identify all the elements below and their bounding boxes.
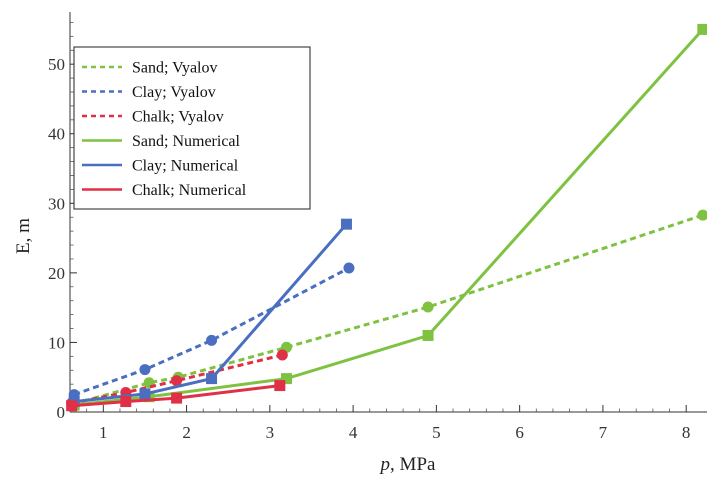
y-tick-label: 10 — [48, 333, 65, 352]
data-point-square — [697, 23, 707, 35]
y-axis-title: E, m — [13, 218, 34, 254]
data-point-square — [340, 218, 352, 230]
legend-label: Chalk; Numerical — [132, 182, 247, 199]
x-axis-ticks: 1 2 3 4 5 6 7 8 — [69, 405, 691, 442]
plot-frame — [69, 12, 707, 413]
x-axis-title: p, MPa — [379, 454, 436, 475]
x-tick-label: 2 — [182, 423, 191, 442]
data-point-square — [274, 380, 286, 392]
series-chalk-numerical — [66, 380, 286, 412]
data-point-circle — [422, 301, 434, 313]
legend-label: Clay; Vyalov — [132, 84, 216, 101]
x-axis-title-symbol: p — [379, 454, 391, 475]
legend-label: Sand; Vyalov — [132, 60, 217, 77]
x-tick-label: 6 — [515, 423, 524, 442]
y-tick-label: 30 — [48, 194, 65, 213]
series-line — [74, 223, 348, 404]
data-point-square — [422, 329, 434, 341]
x-axis-title-unit: , MPa — [390, 454, 436, 475]
y-tick-label: 50 — [48, 55, 65, 74]
series-line — [71, 353, 283, 405]
data-point-circle — [697, 209, 707, 221]
data-point-circle — [139, 364, 151, 376]
y-axis-ticks: 0 10 20 30 40 50 — [48, 22, 77, 422]
x-tick-label: 4 — [349, 423, 358, 442]
x-tick-label: 8 — [682, 423, 691, 442]
series-layer — [66, 23, 707, 412]
x-tick-label: 1 — [99, 423, 108, 442]
data-point-square — [171, 392, 183, 404]
data-point-circle — [171, 375, 183, 387]
x-tick-label: 5 — [432, 423, 441, 442]
data-point-circle — [343, 262, 355, 274]
data-point-square — [206, 373, 218, 385]
data-point-square — [66, 400, 78, 412]
series-line — [73, 266, 350, 397]
series-line — [71, 384, 280, 408]
y-tick-label: 20 — [48, 264, 65, 283]
series-line — [73, 213, 704, 406]
legend-label: Clay; Numerical — [132, 158, 239, 175]
series-clay-numerical — [68, 218, 352, 408]
data-point-square — [139, 388, 151, 400]
legend-label: Sand; Numerical — [132, 133, 241, 150]
series-sand-vyalov — [68, 209, 707, 410]
x-tick-label: 7 — [599, 423, 608, 442]
x-tick-label: 3 — [266, 423, 275, 442]
data-point-square — [120, 396, 132, 408]
y-tick-label: 40 — [48, 125, 65, 144]
data-point-circle — [206, 334, 218, 346]
data-point-circle — [276, 349, 288, 361]
legend-label: Chalk; Vyalov — [132, 109, 224, 126]
legend-box — [73, 46, 311, 210]
data-point-square — [280, 373, 292, 385]
y-tick-label: 0 — [57, 403, 66, 422]
legend: Sand; Vyalov Clay; Vyalov Chalk; Vyalov San… — [73, 46, 311, 210]
